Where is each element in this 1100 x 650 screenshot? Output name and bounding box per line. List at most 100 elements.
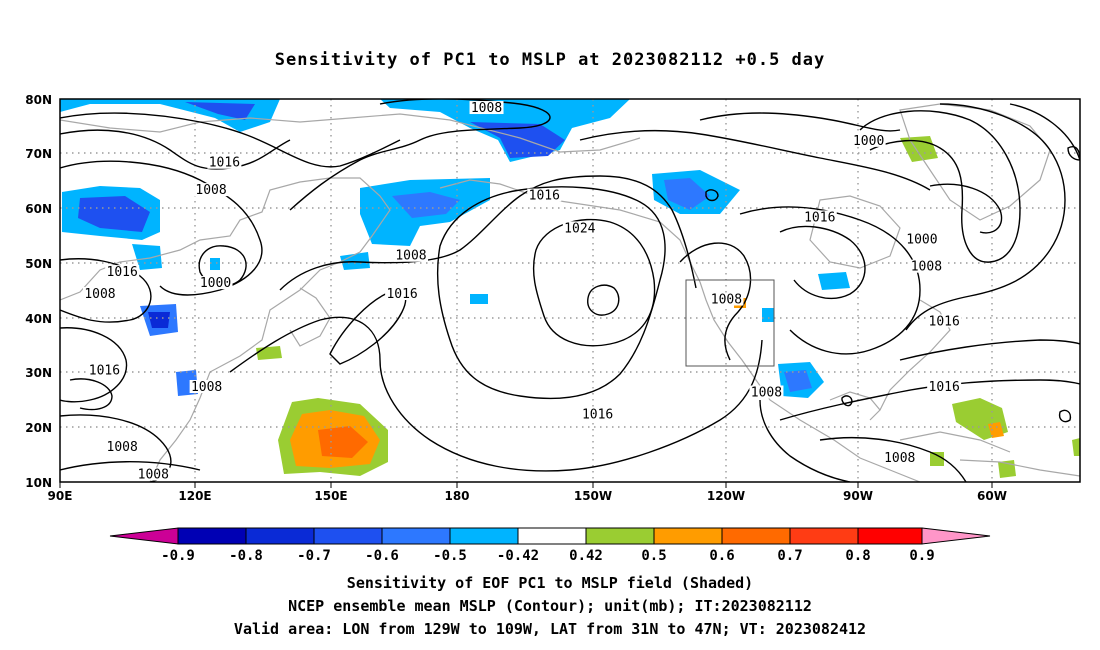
map-title: Sensitivity of PC1 to MSLP at 2023082112…	[274, 50, 826, 70]
tick-marks	[59, 482, 993, 488]
gulf-coastline	[829, 391, 881, 421]
contour-label: 1016	[89, 364, 120, 379]
contour-label: 1016	[804, 210, 835, 225]
contour-label-bg	[904, 232, 939, 246]
lon-tick-label: 180	[444, 489, 469, 503]
colorbar-left-arrow	[109, 527, 179, 545]
positive-sensitivity-region	[900, 136, 938, 162]
lon-tick-label: 120E	[178, 489, 211, 503]
colorbar-swatch	[653, 527, 723, 545]
contour-label: 1016	[386, 287, 417, 302]
japan-coastline	[289, 287, 331, 347]
contour-line	[1067, 146, 1080, 161]
colorbar-right-arrow	[921, 527, 991, 545]
negative-sensitivity-core	[392, 192, 460, 218]
caribbean-coastline	[899, 431, 1011, 453]
lat-tick-label: 20N	[25, 421, 52, 435]
graticule	[60, 99, 1080, 482]
contour-line	[579, 129, 931, 191]
colorbar-swatch	[517, 527, 587, 545]
contour-line	[1009, 103, 1080, 161]
positive-sensitivity-region	[930, 452, 944, 466]
contour-line	[60, 112, 401, 168]
contour-label-bg	[385, 287, 420, 301]
contour-label-bg	[749, 385, 784, 399]
contour-line	[929, 183, 1003, 234]
contour-label: 1008	[911, 260, 942, 275]
colorbar: -0.9 -0.8 -0.7 -0.6 -0.5 -0.42 0.42 0.5 …	[109, 527, 991, 564]
contour-label: 1016	[582, 407, 613, 422]
positive-sensitivity-region	[1072, 438, 1080, 456]
contour-label-bg	[194, 183, 229, 197]
lat-tick-label: 70N	[25, 147, 52, 161]
contour-line	[1058, 409, 1072, 423]
contour-line	[859, 110, 1021, 263]
contour-line	[705, 189, 719, 202]
contour-label-bg	[527, 188, 562, 202]
contour-line	[841, 395, 853, 407]
negative-sensitivity-core	[664, 178, 710, 210]
contour-label-bg	[580, 407, 615, 421]
lat-tick-label: 80N	[25, 93, 52, 107]
contour-line	[60, 327, 128, 403]
positive-sensitivity-core	[318, 426, 368, 458]
contour-label-bg	[198, 276, 233, 290]
contour-line	[436, 186, 666, 400]
contour-label-bg	[709, 292, 744, 306]
colorbar-label: 0.6	[709, 548, 734, 564]
lon-tick-label: 90E	[48, 489, 73, 503]
colorbar-label: 0.7	[777, 548, 802, 564]
negative-sensitivity-core	[148, 312, 170, 328]
contour-line	[905, 103, 1066, 331]
contour-label-bg	[393, 248, 428, 262]
colorbar-label: -0.9	[161, 548, 195, 564]
lon-tick-label: 120W	[707, 489, 745, 503]
colorbar-swatch	[449, 527, 519, 545]
contour-label: 1008	[711, 292, 742, 307]
contour-label-bg	[927, 314, 962, 328]
contour-label: 1008	[395, 249, 426, 264]
contour-line	[60, 160, 263, 296]
south-america-coastline	[959, 459, 1080, 477]
colorbar-swatch	[245, 527, 315, 545]
contour-label: 1008	[884, 451, 915, 466]
positive-sensitivity-core	[988, 422, 1004, 438]
east-coast-coastline	[879, 299, 951, 411]
sensitivity-shading	[60, 99, 1080, 478]
contour-line	[819, 436, 967, 482]
alaska-coastline	[439, 179, 701, 283]
colorbar-label: 0.9	[909, 548, 934, 564]
lat-tick-label: 50N	[25, 257, 52, 271]
map-frame	[59, 98, 1081, 483]
colorbar-label: -0.5	[433, 548, 467, 564]
contour-label-bg	[562, 221, 597, 235]
contour-label-bg	[469, 101, 504, 115]
lat-tick-label: 10N	[25, 476, 52, 490]
contour-line	[739, 206, 921, 355]
lat-tick-label: 60N	[25, 202, 52, 216]
contour-line	[229, 316, 763, 472]
contour-label: 1016	[529, 189, 560, 204]
colorbar-label: -0.6	[365, 548, 399, 564]
colorbar-swatch	[381, 527, 451, 545]
colorbar-label: -0.7	[297, 548, 331, 564]
contour-label: 1016	[107, 265, 138, 280]
contour-line	[289, 99, 551, 211]
contour-label-bg	[882, 451, 917, 465]
lon-tick-label: 60W	[977, 489, 1007, 503]
latitude-axis: 80N 70N 60N 50N 40N 30N 20N 10N	[25, 93, 52, 490]
colorbar-swatch	[313, 527, 383, 545]
negative-sensitivity-region	[470, 294, 488, 304]
colorbar-label: -0.8	[229, 548, 263, 564]
contour-line	[699, 112, 901, 132]
contour-line	[60, 129, 291, 170]
contour-label: 1016	[209, 156, 240, 171]
negative-sensitivity-region	[818, 272, 850, 290]
colorbar-swatch	[177, 527, 247, 545]
contour-label: 1008	[191, 380, 222, 395]
contour-line	[899, 339, 1080, 361]
contour-label: 1016	[929, 314, 960, 329]
